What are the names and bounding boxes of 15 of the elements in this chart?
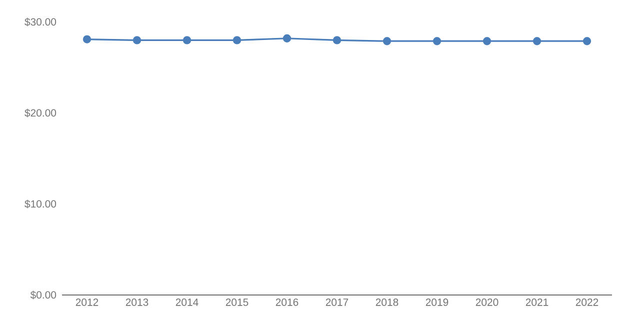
y-tick-label: $0.00 <box>30 290 56 300</box>
y-tick-label: $30.00 <box>24 18 56 26</box>
x-tick-label: 2020 <box>476 298 498 306</box>
y-tick-label: $20.00 <box>24 108 56 118</box>
y-tick-label: $10.00 <box>24 200 56 208</box>
x-tick-label: 2019 <box>426 298 448 306</box>
x-tick-label: 2018 <box>376 298 398 306</box>
x-tick-label: 2014 <box>176 298 198 306</box>
x-tick-label: 2015 <box>226 298 248 306</box>
x-tick-label: 2013 <box>126 298 148 306</box>
x-tick-label: 2021 <box>526 298 548 306</box>
x-tick-label: 2017 <box>326 298 348 306</box>
x-tick-label: 2012 <box>76 298 98 306</box>
x-tick-label: 2016 <box>276 298 298 306</box>
x-tick-label: 2022 <box>576 298 598 306</box>
